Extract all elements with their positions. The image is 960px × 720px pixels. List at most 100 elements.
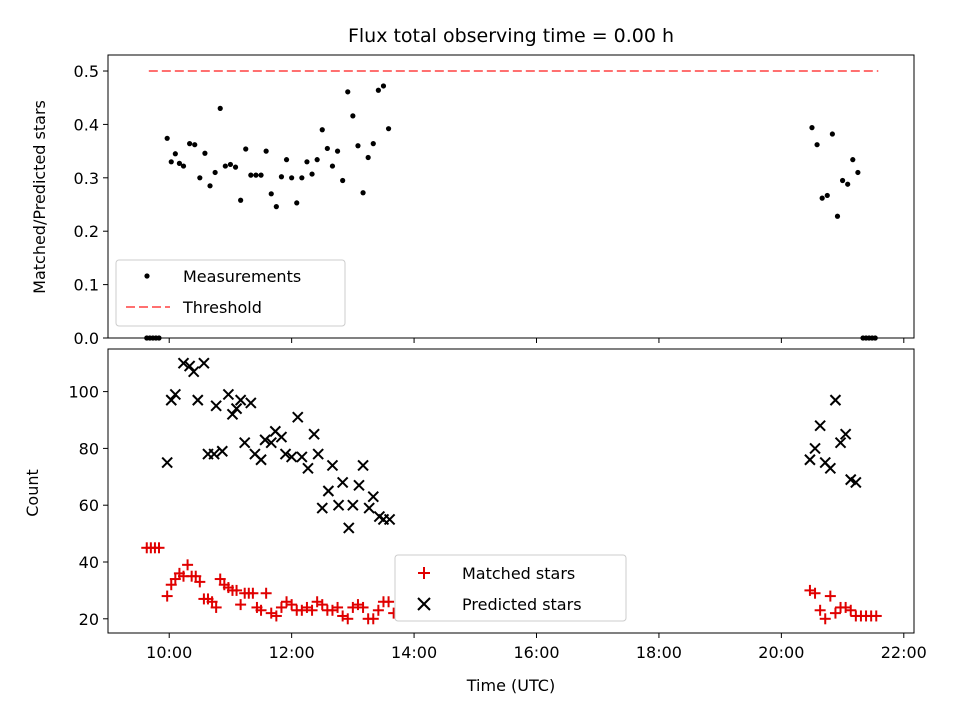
measurement-point [268,191,274,197]
matched-star-point [165,579,177,591]
predicted-star-point [230,402,243,415]
top-y-tick-label: 0.3 [74,169,99,188]
matched-star-point [206,596,218,608]
measurement-point [309,171,315,177]
legend-threshold-label: Threshold [182,298,262,317]
predicted-star-point [187,366,200,378]
measurement-point [845,181,851,187]
top-y-tick-label: 0.1 [74,276,99,295]
measurement-point [834,213,841,219]
measurement-point [319,127,325,133]
measurement-point [370,141,376,147]
predicted-star-point [363,502,375,514]
bottom-y-tick-label: 100 [68,383,99,402]
bottom-y-tick-label: 40 [79,553,99,572]
predicted-star-point [216,445,228,457]
measurement-point [238,197,244,203]
measurement-point [824,192,830,199]
predicted-star-point [222,388,235,401]
top-legend-box [115,259,346,327]
measurement-point [253,172,259,178]
predicted-star-point [834,437,847,449]
predicted-star-point [804,454,816,466]
predicted-star-point [226,408,239,421]
measurement-point [217,105,223,111]
measurement-point [172,151,178,157]
predicted-star-point [343,522,355,534]
matched-star-point [153,542,165,554]
measurement-point [324,145,330,152]
predicted-star-point [850,476,862,489]
predicted-star-point [312,448,324,460]
measurement-point [187,141,193,147]
matched-star-point [357,601,369,613]
legend-predicted-label: Predicted stars [462,595,582,614]
measurement-point [207,183,213,189]
matched-star-point [306,604,318,616]
predicted-star-point [259,434,271,446]
predicted-star-point [279,448,292,460]
predicted-star-point [169,388,182,401]
predicted-star-point [255,454,267,466]
matched-star-point [214,573,226,585]
legend-matched-label: Matched stars [462,564,575,583]
predicted-star-point [347,499,359,511]
measurement-point [855,169,861,176]
x-tick-label: 20:00 [758,643,804,662]
measurement-point [283,157,290,163]
predicted-star-point [275,431,288,443]
x-tick-label: 18:00 [636,643,682,662]
predicted-star-point [809,442,821,455]
matched-star-point [270,610,282,622]
legend-matched-marker [418,567,430,579]
top-axes-frame [107,54,915,339]
matched-star-point [809,587,821,599]
predicted-star-point [322,485,335,497]
top-panel: Flux total observing time = 0.00 h 0.00.… [30,25,915,348]
matched-star-point [169,573,181,585]
matched-star-point [190,570,202,582]
measurement-point [227,161,234,168]
measurement-point [375,87,381,93]
measurement-point [299,175,305,181]
measurement-point [243,146,249,152]
predicted-star-point [165,394,177,406]
measurement-point [360,190,366,196]
predicted-star-point [292,411,304,423]
measurement-point [350,113,356,119]
matched-star-point [372,604,384,616]
measurement-point [197,175,203,181]
measurement-point [212,169,218,176]
predicted-star-point [839,428,852,440]
matched-star-point [275,601,287,613]
measurement-point [294,200,300,206]
matched-star-point [247,587,259,599]
x-tick-label: 16:00 [513,643,559,662]
legend-measurements-label: Measurements [183,267,301,286]
matched-star-point [194,576,206,588]
top-x-ticks [168,338,905,343]
predicted-star-point [316,502,328,514]
measurement-point [814,142,820,148]
predicted-star-point [234,394,247,406]
legend-predicted-marker [417,597,431,611]
matched-star-point [870,610,882,622]
predicted-star-point [332,499,345,511]
measurement-points [144,83,878,341]
matched-star-point [182,559,194,571]
measurement-point [809,125,815,131]
measurement-point [263,148,269,154]
legend-measurements-marker [144,273,150,279]
predicted-star-point [336,476,349,489]
x-tick-label: 22:00 [881,643,927,662]
measurement-point [345,89,351,95]
matched-star-point [316,599,328,611]
measurement-point [273,204,279,210]
bottom-y-ticks: 20 40 60 80 100 [68,383,108,629]
bottom-panel: 20 40 60 80 100 10:00 12:00 14:00 16:00 18:00 20:… [23,348,927,695]
predicted-stars-points [161,357,862,534]
measurement-point [222,163,228,169]
top-y-tick-label: 0.4 [74,115,99,134]
matched-star-point [210,601,222,613]
measurement-point [355,143,361,149]
